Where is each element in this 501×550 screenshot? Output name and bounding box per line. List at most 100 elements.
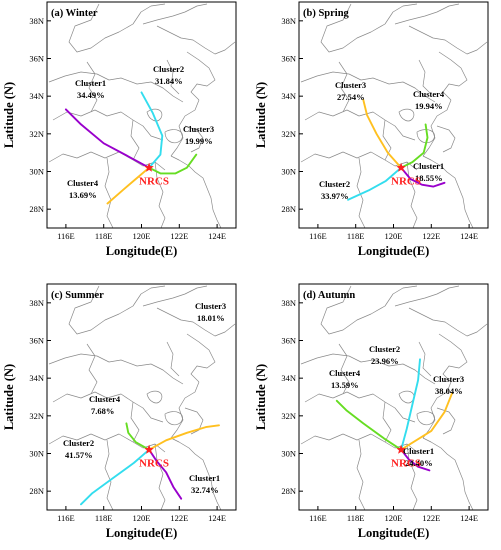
x-tick-label: 120E: [133, 513, 151, 523]
cluster-percent-label: 24.40%: [405, 458, 433, 468]
y-tick-label: 34N: [281, 373, 296, 383]
trajectory-cluster3: [106, 166, 151, 205]
y-axis-label: Latitude (N): [2, 82, 16, 148]
trajectory-cluster4: [148, 153, 198, 175]
map-panel-1: 116E 118E 120E 122E 124E 38N 36N 34N 32N 30N 28N Cl…: [2, 1, 237, 258]
cluster-percent-label: 13.69%: [69, 190, 97, 200]
cluster-name-label: Cluster1: [189, 473, 220, 483]
site-star-icon: [144, 162, 154, 172]
y-axis-label: Latitude (N): [254, 364, 268, 430]
site-star-icon: [396, 444, 406, 454]
panel-title: (c) Summer: [51, 290, 104, 301]
x-tick-label: 124E: [460, 231, 478, 241]
y-tick-label: 34N: [29, 373, 44, 383]
y-tick-label: 30N: [281, 449, 296, 459]
cluster-percent-label: 34.49%: [77, 90, 105, 100]
x-axis-label: Longitude(E): [106, 526, 178, 540]
trajectory-cluster3: [362, 98, 403, 169]
cluster-name-label: Cluster2: [153, 64, 184, 74]
site-label: NRCS: [139, 176, 169, 188]
trajectory-cluster4: [125, 422, 151, 451]
cluster-percent-label: 13.59%: [331, 380, 359, 390]
panel-title: (b) Spring: [303, 8, 350, 19]
map-frame: [298, 283, 489, 511]
y-tick-label: 32N: [281, 411, 296, 421]
y-tick-label: 38N: [29, 298, 44, 308]
cluster-name-label: Cluster2: [63, 438, 94, 448]
trajectory-cluster2: [347, 166, 403, 201]
map-frame: [298, 1, 489, 229]
trajectory-cluster2: [400, 358, 421, 451]
x-tick-label: 118E: [95, 231, 113, 241]
cluster-percent-label: 18.01%: [197, 313, 225, 323]
site-star-icon: [144, 444, 154, 454]
y-tick-label: 38N: [281, 16, 296, 26]
site-star-icon: [396, 162, 406, 172]
x-tick-label: 124E: [460, 513, 478, 523]
x-tick-label: 120E: [133, 231, 151, 241]
x-axis-label: Longitude(E): [358, 244, 430, 258]
cluster-percent-label: 19.94%: [415, 101, 443, 111]
x-tick-label: 118E: [347, 231, 365, 241]
cluster-name-label: Cluster1: [403, 446, 434, 456]
trajectory-cluster2: [80, 448, 151, 506]
y-tick-label: 28N: [281, 204, 296, 214]
x-tick-label: 124E: [208, 231, 226, 241]
y-tick-label: 28N: [29, 204, 44, 214]
x-tick-label: 122E: [422, 513, 440, 523]
y-tick-label: 34N: [281, 91, 296, 101]
y-tick-label: 34N: [29, 91, 44, 101]
site-label: NRCS: [139, 458, 169, 470]
y-tick-label: 38N: [281, 298, 296, 308]
y-tick-label: 30N: [29, 449, 44, 459]
y-tick-label: 32N: [29, 411, 44, 421]
cluster-name-label: Cluster2: [369, 344, 400, 354]
trajectory-cluster3: [148, 424, 220, 451]
cluster-percent-label: 33.97%: [321, 191, 349, 201]
map-panel-4: 116E 118E 120E 122E 124E 38N 36N 34N 32N 30N 28N Cl…: [254, 283, 489, 540]
cluster-percent-label: 38.04%: [435, 386, 463, 396]
trajectory-cluster1: [400, 166, 446, 188]
y-tick-label: 28N: [281, 486, 296, 496]
y-tick-label: 32N: [29, 129, 44, 139]
y-tick-label: 36N: [29, 336, 44, 346]
trajectory-cluster1: [400, 448, 431, 472]
cluster-percent-label: 7.68%: [91, 406, 114, 416]
x-axis-label: Longitude(E): [358, 526, 430, 540]
site-label: NRCS: [391, 176, 421, 188]
y-axis-label: Latitude (N): [254, 82, 268, 148]
trajectory-cluster4: [400, 123, 429, 169]
cluster-name-label: Cluster1: [75, 78, 106, 88]
cluster-percent-label: 27.54%: [337, 92, 365, 102]
x-tick-label: 120E: [385, 513, 403, 523]
y-tick-label: 30N: [281, 167, 296, 177]
site-label: NRCS: [391, 458, 421, 470]
cluster-name-label: Cluster4: [329, 368, 361, 378]
map-frame: [46, 1, 237, 229]
cluster-name-label: Cluster3: [335, 80, 366, 90]
x-axis-label: Longitude(E): [106, 244, 178, 258]
x-tick-label: 116E: [309, 231, 327, 241]
cluster-percent-label: 32.74%: [191, 485, 219, 495]
cluster-name-label: Cluster2: [319, 179, 350, 189]
cluster-name-label: Cluster3: [433, 374, 464, 384]
cluster-percent-label: 31.84%: [155, 76, 183, 86]
map-frame: [46, 283, 237, 511]
trajectory-cluster1: [148, 448, 183, 500]
trajectory-cluster2: [140, 91, 164, 169]
map-panel-3: 116E 118E 120E 122E 124E 38N 36N 34N 32N 30N 28N Cl…: [2, 283, 237, 540]
cluster-percent-label: 23.96%: [371, 356, 399, 366]
cluster-percent-label: 18.55%: [415, 173, 443, 183]
x-tick-label: 122E: [170, 231, 188, 241]
x-tick-label: 116E: [309, 513, 327, 523]
cluster-percent-label: 19.99%: [185, 136, 213, 146]
cluster-name-label: Cluster3: [195, 301, 226, 311]
x-tick-label: 116E: [57, 231, 75, 241]
cluster-name-label: Cluster4: [67, 178, 99, 188]
x-tick-label: 122E: [422, 231, 440, 241]
cluster-name-label: Cluster1: [413, 161, 444, 171]
cluster-percent-label: 41.57%: [65, 450, 93, 460]
x-tick-label: 124E: [208, 513, 226, 523]
coastline-outline: [300, 285, 488, 511]
trajectory-cluster1: [64, 108, 151, 169]
